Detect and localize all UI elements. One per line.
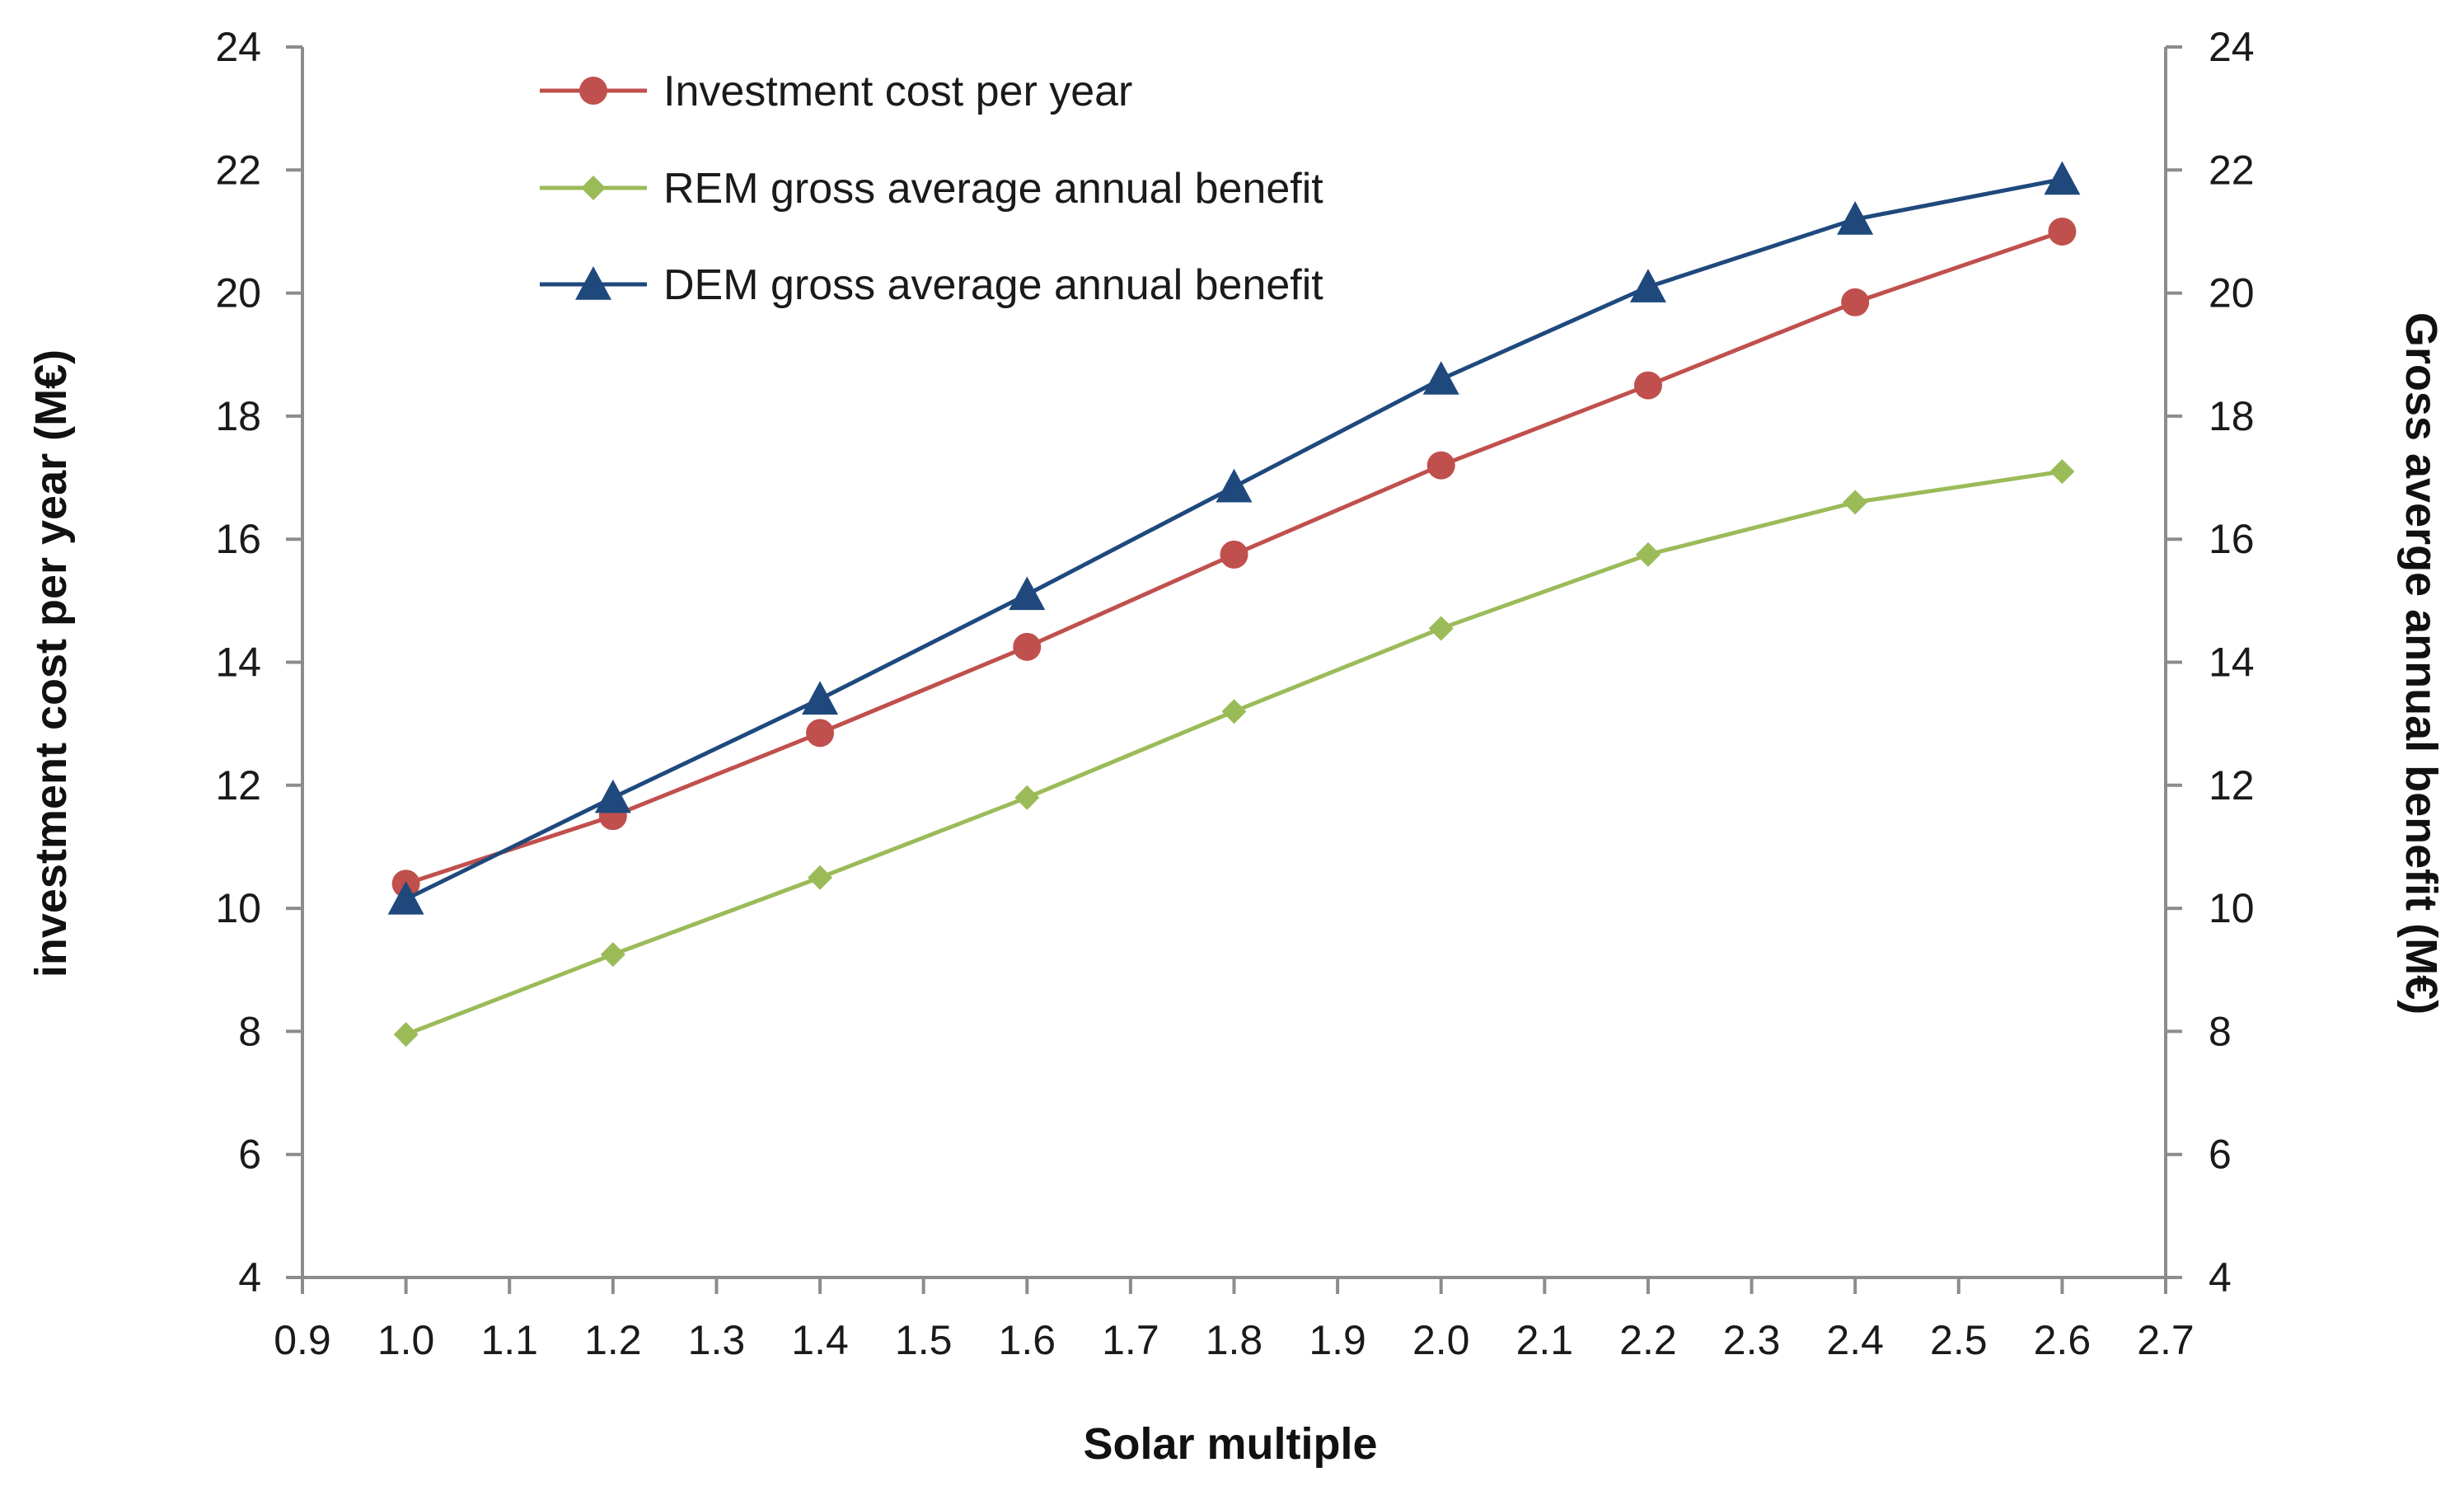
data-point [1009,576,1046,611]
legend: Investment cost per year REM gross averag… [540,68,1323,309]
x-tick-label: 1.7 [1102,1317,1159,1363]
data-point [1422,361,1459,395]
data-point [1629,269,1666,302]
y-right-tick-label: 8 [2209,1008,2232,1054]
x-tick-label: 2.0 [1412,1317,1470,1363]
y-right-tick-label: 14 [2209,640,2255,686]
x-tick-label: 1.5 [895,1317,953,1363]
y-right-tick-label: 4 [2209,1254,2232,1301]
y-right-tick-label: 24 [2209,24,2255,70]
y-left-tick-label: 24 [215,24,261,70]
data-point [600,942,625,968]
data-point [594,779,631,813]
x-tick-label: 2.1 [1516,1317,1574,1363]
series-1 [391,217,2077,898]
y-left-tick-label: 22 [215,147,261,193]
y-right-tick-label: 10 [2209,885,2255,931]
y-right-tick-label: 20 [2209,270,2255,316]
x-tick-label: 2.5 [1930,1317,1988,1363]
data-point [806,719,835,748]
data-point [1633,371,1662,400]
y-left-tick-label: 16 [215,516,261,562]
y-left-tick-label: 4 [238,1254,261,1301]
series-2 [393,459,2075,1048]
legend-marker [575,266,611,300]
legend-label: REM gross average annual benefit [663,165,1323,213]
axes [286,45,2182,1294]
data-point [393,1022,419,1048]
x-tick-label: 2.3 [1723,1317,1781,1363]
data-point [1014,785,1040,810]
x-tick-label: 2.4 [1826,1317,1884,1363]
x-tick-label: 1.8 [1206,1317,1263,1363]
legend-marker [581,176,606,200]
series-lines [387,161,2081,1048]
data-point [1221,699,1247,724]
x-tick-label: 1.0 [377,1317,435,1363]
x-tick-label: 2.7 [2137,1317,2195,1363]
y-right-tick-label: 16 [2209,516,2255,562]
y-left-tick-label: 6 [238,1132,261,1178]
data-point [2044,161,2081,195]
x-tick-label: 1.1 [480,1317,538,1363]
data-point [1426,451,1455,480]
y-left-tick-label: 14 [215,640,261,686]
y-left-tick-label: 10 [215,885,261,931]
data-point [802,681,839,715]
data-point [2048,217,2077,246]
legend-label: DEM gross average annual benefit [663,261,1323,309]
x-tick-label: 1.2 [584,1317,642,1363]
tick-labels: 4 4 6 6 8 8 10 10 12 12 14 14 16 16 18 18 20 20 22 22 24 24 0.… [215,24,2254,1363]
series-3 [387,161,2081,915]
x-axis-title: Solar multiple [1083,1419,1377,1469]
legend-item-3: DEM gross average annual benefit [540,261,1323,309]
x-tick-label: 1.3 [688,1317,746,1363]
y-left-tick-label: 18 [215,393,261,439]
data-point [387,880,424,915]
x-tick-label: 2.6 [2034,1317,2092,1363]
data-point [1843,490,1868,515]
data-point [2049,459,2075,485]
y-right-tick-label: 12 [2209,762,2255,809]
x-tick-label: 2.2 [1619,1317,1677,1363]
y-left-tick-label: 8 [238,1008,261,1054]
data-point [1841,288,1870,316]
x-tick-label: 1.6 [999,1317,1056,1363]
x-tick-label: 1.9 [1309,1317,1366,1363]
data-point [1220,540,1248,569]
legend-marker [579,77,607,105]
data-point [1013,632,1042,661]
legend-label: Investment cost per year [663,68,1132,115]
legend-item-1: Investment cost per year [540,68,1132,115]
data-point [1428,616,1454,641]
data-point [1635,541,1661,567]
y-right-tick-label: 6 [2209,1132,2232,1178]
data-point [1216,468,1253,503]
x-tick-label: 1.4 [791,1317,849,1363]
y-right-tick-label: 22 [2209,147,2255,193]
y-left-tick-label: 20 [215,270,261,316]
y-right-tick-label: 18 [2209,393,2255,439]
legend-item-2: REM gross average annual benefit [540,165,1323,213]
data-point [1837,201,1874,235]
y-axis-left-title: investment cost per year (M€) [26,349,76,977]
x-tick-label: 0.9 [274,1317,331,1363]
data-point [808,865,833,890]
y-left-tick-label: 12 [215,762,261,809]
y-axis-right-title: Gross averge annual benefit (M€) [2396,312,2446,1015]
